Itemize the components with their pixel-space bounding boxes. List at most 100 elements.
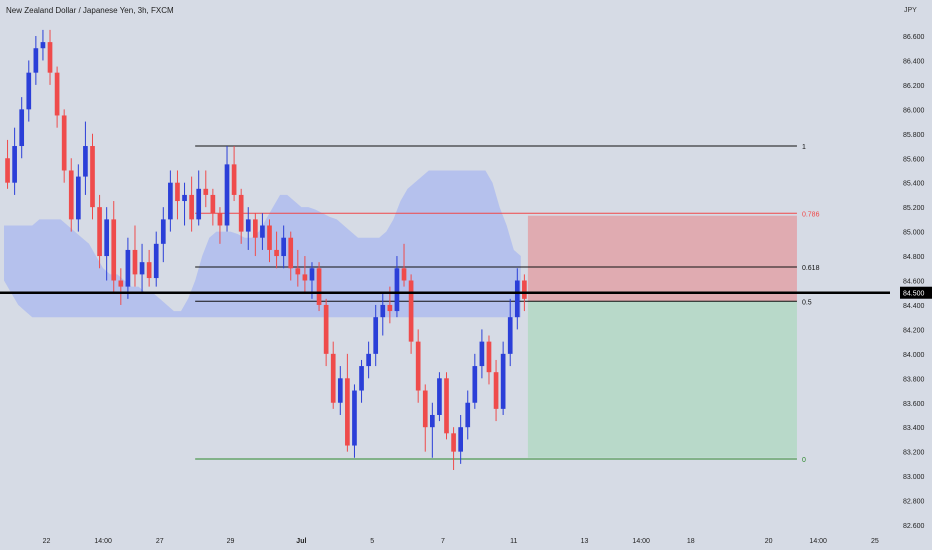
price-tick-label: 85.400 xyxy=(903,181,925,188)
price-tick-label: 83.400 xyxy=(903,425,925,432)
candle-body xyxy=(210,194,216,214)
candle-body xyxy=(465,402,471,428)
time-tick-label: 13 xyxy=(581,538,589,545)
price-tick-label: 86.200 xyxy=(903,83,925,90)
currency-label: JPY xyxy=(904,7,917,14)
candle-body xyxy=(146,262,152,279)
fib-level-label: 0.5 xyxy=(802,299,812,306)
candle-body xyxy=(203,188,209,195)
candles xyxy=(5,29,527,470)
candle-body xyxy=(437,378,442,415)
candle-body xyxy=(153,243,159,279)
price-tick-label: 83.800 xyxy=(903,376,925,383)
price-tick-label: 83.600 xyxy=(903,401,925,408)
candle-body xyxy=(68,170,74,220)
candle-body xyxy=(493,372,499,409)
time-axis[interactable]: 22 14:00 27 29 Jul 5 7 11 13 14:00 18 20 14:00 25 xyxy=(43,538,879,545)
price-tick-label: 84.400 xyxy=(903,303,925,310)
candle-body xyxy=(352,390,357,446)
candle-body xyxy=(458,427,463,452)
candle-body xyxy=(401,268,407,281)
candle-body xyxy=(507,317,513,354)
time-tick-label: 18 xyxy=(687,538,695,545)
candle-body xyxy=(47,42,53,73)
candle-body xyxy=(302,274,308,281)
current-price-label: 84.500 xyxy=(903,291,925,298)
position-zones xyxy=(527,215,797,458)
candle-body xyxy=(323,304,329,354)
candle-body xyxy=(5,158,10,183)
candle-body xyxy=(182,194,187,202)
candle-body xyxy=(472,366,478,403)
price-tick-label: 86.600 xyxy=(903,34,925,41)
candle-body xyxy=(175,182,180,202)
candle-body xyxy=(267,225,272,250)
candle-body xyxy=(394,268,400,312)
price-tick-label: 85.600 xyxy=(903,156,925,163)
candle-body xyxy=(359,366,364,391)
time-tick-label: 20 xyxy=(765,538,773,545)
price-tick-label: 84.600 xyxy=(903,279,925,286)
candle-body xyxy=(125,249,131,287)
candle-body xyxy=(104,219,109,257)
price-axis[interactable]: JPY 86.600 86.400 86.200 86.000 85.800 85.600 8… xyxy=(890,0,932,550)
price-tick-label: 85.800 xyxy=(903,132,925,139)
candle-body xyxy=(522,280,527,299)
candle-body xyxy=(380,304,386,318)
time-tick-label: 29 xyxy=(227,538,235,545)
candle-body xyxy=(408,280,414,342)
price-tick-label: 86.400 xyxy=(903,58,925,65)
candle-body xyxy=(245,219,251,232)
candle-body xyxy=(444,378,449,434)
take-profit-zone xyxy=(527,301,797,458)
candle-body xyxy=(111,219,117,281)
candle-body xyxy=(231,164,237,195)
price-tick-label: 84.800 xyxy=(903,254,925,261)
candle-body xyxy=(281,237,286,257)
candle-body xyxy=(19,109,25,147)
candle-body xyxy=(274,249,279,257)
candle-body xyxy=(196,188,202,220)
candle-body xyxy=(40,42,46,49)
candle-body xyxy=(33,48,39,73)
time-tick-label: Jul xyxy=(296,538,306,545)
candle-body xyxy=(12,146,17,183)
fib-level-label: 1 xyxy=(802,144,806,151)
candle-body xyxy=(373,317,379,354)
candle-body xyxy=(253,219,258,238)
fib-level-label: 0 xyxy=(802,457,806,464)
time-tick-label: 25 xyxy=(871,538,879,545)
candle-body xyxy=(61,115,67,171)
fib-level-label: 0.618 xyxy=(802,265,820,272)
price-axis-background xyxy=(890,0,932,550)
candle-body xyxy=(238,194,244,232)
price-tick-label: 83.000 xyxy=(903,474,925,481)
candle-body xyxy=(514,280,520,318)
candle-body xyxy=(83,146,88,177)
candle-body xyxy=(260,225,265,238)
candle-body xyxy=(90,146,95,208)
candle-body xyxy=(309,268,315,281)
price-tick-label: 85.000 xyxy=(903,230,925,237)
candle-body xyxy=(451,433,456,452)
price-tick-label: 82.600 xyxy=(903,523,925,530)
candle-body xyxy=(330,353,336,403)
price-tick-label: 84.200 xyxy=(903,327,925,334)
candle-body xyxy=(500,353,506,409)
candle-body xyxy=(168,182,173,220)
candle-body xyxy=(132,249,138,275)
candle-body xyxy=(288,237,294,269)
candle-body xyxy=(118,280,124,287)
time-tick-label: 14:00 xyxy=(632,538,650,545)
candle-body xyxy=(422,390,428,428)
fib-level-label: 0.786 xyxy=(802,211,820,218)
candle-body xyxy=(97,207,102,257)
candle-body xyxy=(217,213,223,226)
candle-body xyxy=(160,219,166,244)
candle-body xyxy=(139,262,145,275)
candle-body xyxy=(76,176,81,220)
time-tick-label: 7 xyxy=(441,538,445,545)
candle-body xyxy=(415,341,421,391)
